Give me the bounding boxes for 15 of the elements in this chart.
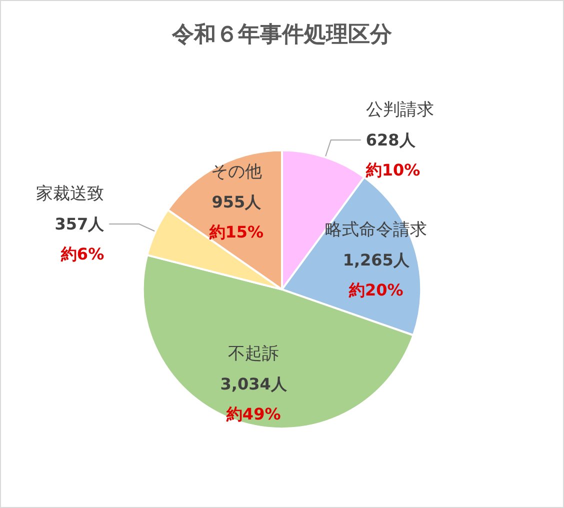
data-label: 955人	[212, 192, 262, 212]
slice-label: 不起訴	[228, 344, 280, 364]
text: 約6%	[60, 244, 104, 264]
chart-title: 令和６年事件処理区分	[171, 22, 393, 48]
data-label: 1,265人	[342, 250, 410, 270]
text: 約15%	[208, 222, 264, 242]
data-label: 3,034人	[220, 374, 288, 394]
text: 約20%	[348, 280, 404, 300]
slice-label: 公判請求	[366, 100, 434, 120]
slice-label: 家裁送致	[36, 184, 104, 204]
data-label: 628人	[366, 130, 416, 150]
slice-label: その他	[210, 162, 262, 182]
data-label: 357人	[54, 214, 106, 234]
text: 約10%	[364, 160, 420, 180]
text: 約49%	[225, 404, 281, 424]
